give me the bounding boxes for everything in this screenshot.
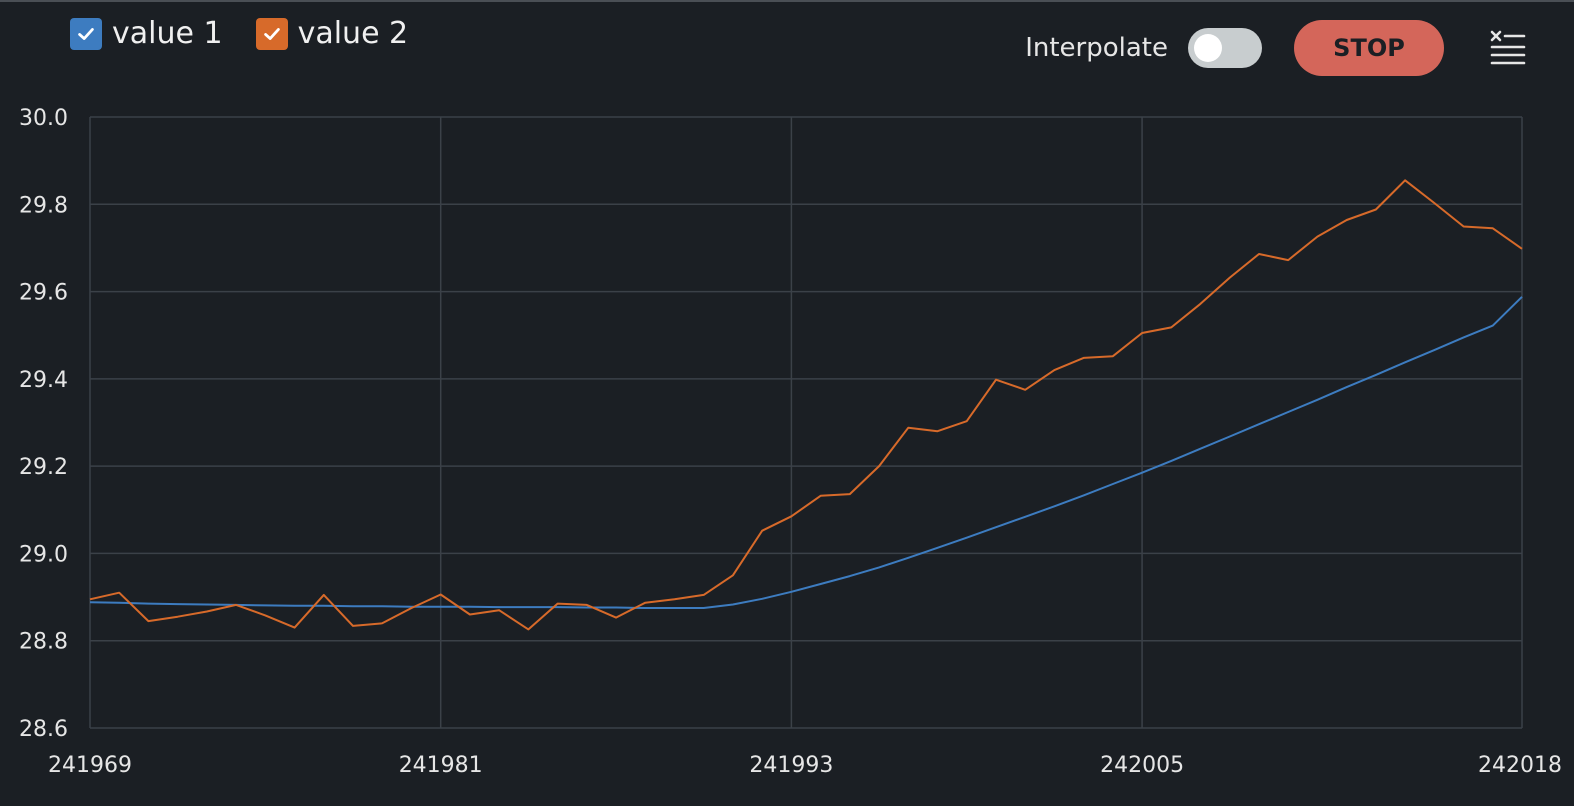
- series-line-value-1: [89, 296, 1523, 609]
- window-top-border: [0, 0, 1574, 2]
- toggle-knob: [1194, 34, 1222, 62]
- value-2-label: value 2: [297, 16, 409, 51]
- checkmark-icon: [78, 28, 94, 40]
- y-tick-label: 29.8: [19, 193, 68, 218]
- stop-button[interactable]: STOP: [1294, 20, 1444, 76]
- y-tick-label: 29.4: [19, 368, 68, 393]
- x-tick-label: 241993: [749, 753, 833, 778]
- x-tick-label: 242018: [1478, 753, 1562, 778]
- y-tick-label: 29.2: [19, 455, 68, 480]
- checkmark-icon: [263, 28, 280, 40]
- y-tick-label: 30.0: [19, 106, 68, 131]
- x-tick-label: 241969: [48, 753, 132, 778]
- x-tick-label: 242005: [1100, 753, 1184, 778]
- chart-grid: [89, 116, 1523, 729]
- interpolate-toggle[interactable]: [1188, 28, 1262, 68]
- y-tick-label: 28.6: [19, 717, 68, 742]
- chart-series: [89, 179, 1523, 631]
- x-tick-label: 241981: [399, 753, 483, 778]
- y-axis-ticks: 28.6 28.8 29.0 29.2 29.4 29.6 29.8 30.0: [19, 106, 68, 742]
- y-tick-label: 29.0: [19, 542, 68, 567]
- clear-list-icon[interactable]: [1488, 28, 1528, 68]
- legend: value 1 value 2: [70, 14, 408, 54]
- y-tick-label: 29.6: [19, 281, 68, 306]
- legend-item-value-1[interactable]: value 1: [70, 14, 223, 54]
- legend-item-value-2[interactable]: value 2: [255, 14, 409, 54]
- x-axis-ticks: 241969 241981 241993 242005 242018: [48, 753, 1562, 778]
- value-1-checkbox[interactable]: [70, 18, 102, 50]
- y-tick-label: 28.8: [19, 630, 68, 655]
- interpolate-label: Interpolate: [1025, 33, 1168, 63]
- value-2-checkbox[interactable]: [255, 18, 288, 50]
- value-1-label: value 1: [112, 16, 223, 51]
- series-line-value-2: [89, 179, 1523, 631]
- plotter-controls: Interpolate STOP: [1025, 20, 1528, 76]
